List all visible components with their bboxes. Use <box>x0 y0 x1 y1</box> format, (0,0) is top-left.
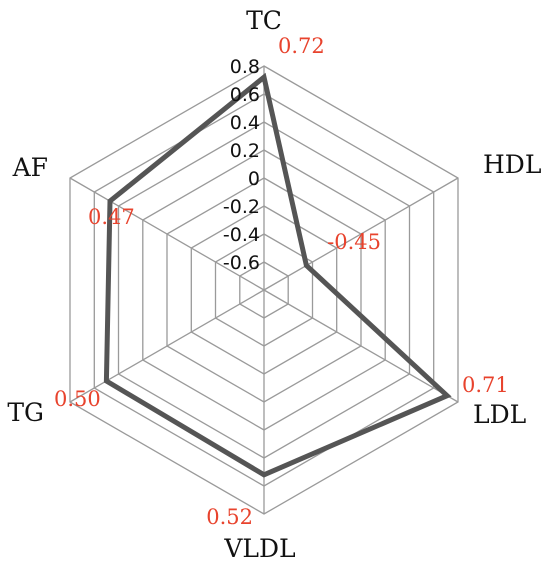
tick-label: -0.4 <box>223 224 260 246</box>
tick-label: 0.2 <box>230 140 260 162</box>
tick-label: -0.6 <box>223 252 260 274</box>
tick-label: -0.2 <box>223 196 260 218</box>
value-label-ldl: 0.71 <box>462 373 509 397</box>
axis-label-tg: TG <box>7 398 44 427</box>
axis-labels: TC HDL LDL VLDL TG AF <box>7 6 541 563</box>
tick-label: 0.6 <box>230 84 260 106</box>
axis-label-tc: TC <box>246 6 282 35</box>
grid-spoke <box>69 289 265 403</box>
axis-label-ldl: LDL <box>473 400 526 429</box>
grid-spoke <box>263 177 459 291</box>
value-labels: 0.72 -0.45 0.71 0.52 0.50 0.47 <box>54 34 509 529</box>
tick-labels: -0.6 -0.4 -0.2 0 0.2 0.4 0.6 0.8 <box>223 56 260 274</box>
value-label-tg: 0.50 <box>54 387 101 411</box>
grid-spoke <box>263 289 459 403</box>
series-line <box>103 72 452 478</box>
value-label-af: 0.47 <box>88 205 135 229</box>
tick-label: 0.4 <box>230 112 260 134</box>
grid <box>69 65 459 515</box>
tick-label: 0 <box>248 168 260 190</box>
value-label-vldl: 0.52 <box>206 505 253 529</box>
grid-spoke <box>69 177 265 291</box>
series <box>103 72 452 478</box>
axis-label-hdl: HDL <box>483 150 541 179</box>
axis-label-af: AF <box>12 153 48 182</box>
value-label-tc: 0.72 <box>278 34 325 58</box>
tick-label: 0.8 <box>230 56 260 78</box>
axis-label-vldl: VLDL <box>223 534 295 563</box>
value-label-hdl: -0.45 <box>327 230 381 254</box>
